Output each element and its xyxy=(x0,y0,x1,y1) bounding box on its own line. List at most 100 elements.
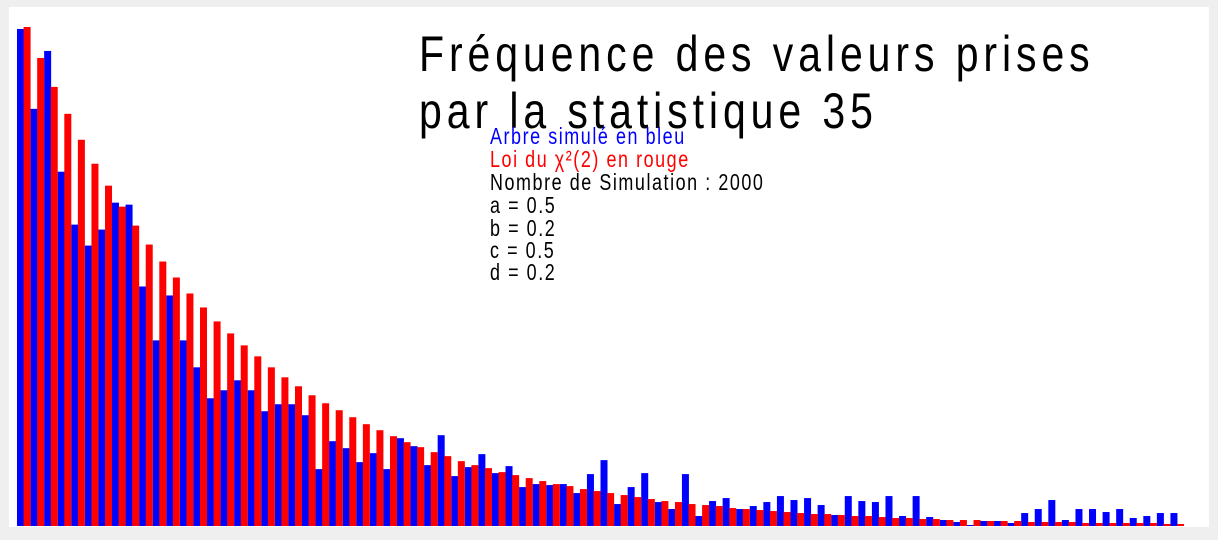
legend-red-series: Loi du χ²(2) en rouge xyxy=(490,146,690,172)
bar-red-85 xyxy=(1177,524,1185,526)
bar-blue-1 xyxy=(30,108,38,526)
param-a-label: a = 0.5 xyxy=(490,192,557,218)
bar-red-35 xyxy=(498,472,506,526)
bar-red-80 xyxy=(1109,523,1117,526)
bar-red-14 xyxy=(213,321,221,526)
bar-blue-15 xyxy=(220,390,228,526)
bar-blue-4 xyxy=(71,224,79,526)
bar-blue-31 xyxy=(437,435,445,526)
bar-blue-40 xyxy=(559,484,567,526)
bar-red-64 xyxy=(892,518,900,526)
bar-blue-64 xyxy=(885,496,893,526)
bar-red-2 xyxy=(50,86,58,526)
bar-red-47 xyxy=(661,501,669,526)
bar-blue-50 xyxy=(695,516,703,526)
bar-red-9 xyxy=(145,244,153,526)
bar-red-29 xyxy=(417,447,425,526)
bar-red-70 xyxy=(973,520,981,526)
bar-red-23 xyxy=(335,410,343,526)
bar-blue-8 xyxy=(125,204,133,526)
bar-blue-66 xyxy=(912,496,920,526)
bar-red-79 xyxy=(1095,523,1103,526)
bar-red-63 xyxy=(878,517,886,526)
bar-red-3 xyxy=(64,113,72,526)
param-b-label: b = 0.2 xyxy=(490,215,557,241)
param-d-label: d = 0.2 xyxy=(490,259,557,285)
bar-blue-10 xyxy=(152,340,160,526)
bar-blue-35 xyxy=(491,473,499,526)
bar-red-76 xyxy=(1054,522,1062,526)
bar-blue-21 xyxy=(301,415,309,526)
bar-blue-65 xyxy=(899,516,907,526)
bar-blue-22 xyxy=(315,469,323,526)
bar-red-11 xyxy=(172,277,180,526)
bar-red-7 xyxy=(118,206,126,526)
bar-red-28 xyxy=(403,442,411,526)
bar-red-73 xyxy=(1014,521,1022,526)
bar-blue-7 xyxy=(111,202,119,526)
simulation-count-label: Nombre de Simulation : 2000 xyxy=(490,169,765,195)
bar-blue-84 xyxy=(1156,513,1164,526)
bar-blue-9 xyxy=(139,286,147,526)
bar-red-54 xyxy=(756,510,764,526)
bar-blue-80 xyxy=(1102,512,1110,526)
bar-red-41 xyxy=(579,489,587,526)
bar-blue-67 xyxy=(926,517,934,526)
bar-red-83 xyxy=(1149,523,1157,526)
bar-blue-60 xyxy=(831,515,839,526)
bar-blue-29 xyxy=(410,446,418,526)
bar-blue-63 xyxy=(871,502,879,526)
bar-blue-19 xyxy=(274,404,282,526)
bar-red-71 xyxy=(987,521,995,526)
legend-blue-series: Arbre simulé en bleu xyxy=(490,123,686,149)
bar-red-30 xyxy=(430,452,438,526)
bar-blue-14 xyxy=(206,398,214,526)
bar-blue-5 xyxy=(84,245,92,526)
bar-red-52 xyxy=(729,508,737,526)
bar-red-57 xyxy=(797,513,805,526)
bar-red-10 xyxy=(159,261,167,526)
bar-blue-34 xyxy=(478,454,486,526)
bar-red-66 xyxy=(919,519,927,526)
chart-title-line-1: Fréquence des valeurs prises xyxy=(419,26,1095,82)
bar-red-32 xyxy=(457,461,465,526)
bar-blue-57 xyxy=(790,500,798,526)
bar-blue-82 xyxy=(1129,518,1137,526)
bar-blue-49 xyxy=(681,474,689,526)
bar-red-48 xyxy=(674,502,682,526)
bar-blue-45 xyxy=(627,487,635,526)
bar-blue-74 xyxy=(1021,513,1029,526)
bar-red-26 xyxy=(376,430,384,526)
bar-red-34 xyxy=(484,468,492,526)
bar-red-5 xyxy=(91,163,99,527)
bar-red-49 xyxy=(688,504,696,526)
bar-red-8 xyxy=(132,225,140,526)
bar-blue-27 xyxy=(383,469,391,526)
bar-red-24 xyxy=(349,417,357,526)
bar-red-44 xyxy=(620,495,628,526)
bar-red-27 xyxy=(389,436,397,526)
bar-blue-69 xyxy=(953,522,961,526)
bar-red-59 xyxy=(824,514,832,526)
bar-blue-20 xyxy=(288,404,296,526)
bar-blue-28 xyxy=(396,438,404,526)
bar-blue-30 xyxy=(424,465,432,526)
bar-red-4 xyxy=(77,139,85,526)
bar-red-78 xyxy=(1082,523,1090,526)
bar-blue-77 xyxy=(1061,520,1069,526)
bar-red-50 xyxy=(702,505,710,526)
bar-blue-2 xyxy=(44,50,52,526)
bar-red-22 xyxy=(322,403,330,526)
bar-red-25 xyxy=(362,424,370,526)
bar-red-61 xyxy=(851,516,859,526)
bar-blue-85 xyxy=(1170,513,1178,526)
series-red-bars xyxy=(23,27,1185,527)
bar-blue-24 xyxy=(342,448,350,526)
bar-blue-58 xyxy=(804,498,812,526)
bar-blue-44 xyxy=(614,504,622,526)
param-c-label: c = 0.5 xyxy=(490,237,556,263)
bar-red-65 xyxy=(905,518,913,526)
bar-red-62 xyxy=(864,516,872,526)
bar-red-19 xyxy=(281,377,289,526)
bar-blue-26 xyxy=(369,453,377,526)
